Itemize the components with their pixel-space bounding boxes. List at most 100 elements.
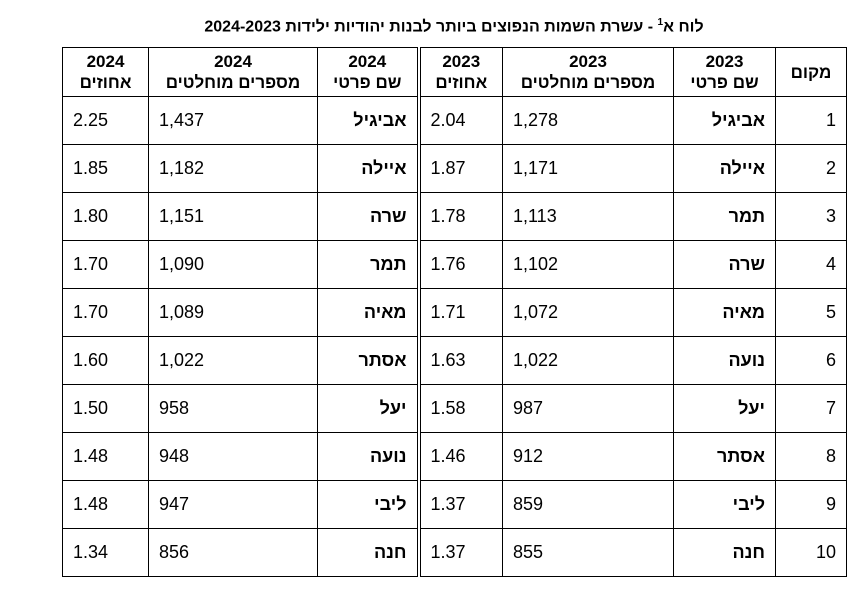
table-cell: אסתר — [673, 432, 776, 481]
table-cell: 1.80 — [62, 192, 149, 241]
table-row: 8 אסתר 912 1.46 נועה 948 1.48 — [62, 432, 847, 481]
header-year: 2024 — [214, 52, 252, 71]
header-year: 2023 — [442, 52, 481, 71]
table-cell: 1.60 — [62, 336, 149, 385]
table-row: 3 תמר 1,113 1.78 שרה 1,151 1.80 — [62, 192, 847, 241]
table-cell: 2 — [775, 144, 847, 193]
table-cell: 1,022 — [148, 336, 318, 385]
table-cell: 1.46 — [416, 432, 503, 481]
table-cell: 6 — [775, 336, 847, 385]
table-cell: 3 — [775, 192, 847, 241]
table-row: 10 חנה 855 1.37 חנה 856 1.34 — [62, 528, 847, 577]
table-cell: איילה — [673, 144, 776, 193]
header-cell: 2023 שם פרטי — [673, 47, 776, 97]
header-label: שם פרטי — [690, 73, 759, 92]
table-cell: 1.50 — [62, 384, 149, 433]
table-cell: 2.25 — [62, 96, 149, 145]
table-cell: 1,151 — [148, 192, 318, 241]
table-cell: 8 — [775, 432, 847, 481]
header-cell: 2024 מספרים מוחלטים — [148, 47, 318, 97]
table-cell: נועה — [673, 336, 776, 385]
header-cell: 2024 אחוזים — [62, 47, 149, 97]
table-cell: 9 — [775, 480, 847, 529]
footnote-mark: 1 — [657, 17, 664, 28]
header-label: מקום — [790, 62, 832, 82]
table-cell: 947 — [148, 480, 318, 529]
table-cell: יעל — [673, 384, 776, 433]
table-cell: 1.58 — [416, 384, 503, 433]
table-row: 9 ליבי 859 1.37 ליבי 947 1.48 — [62, 480, 847, 529]
table-cell: 1,102 — [502, 240, 674, 289]
table-cell: 1.70 — [62, 288, 149, 337]
table-cell: אסתר — [317, 336, 419, 385]
table-row: 5 מאיה 1,072 1.71 מאיה 1,089 1.70 — [62, 288, 847, 337]
table-row: 6 נועה 1,022 1.63 אסתר 1,022 1.60 — [62, 336, 847, 385]
table-cell: 1.87 — [416, 144, 503, 193]
names-table: מקום 2023 שם פרטי 2023 מספרים מוחלטים 2023 אחו… — [62, 47, 847, 577]
table-cell: 1.78 — [416, 192, 503, 241]
table-cell: שרה — [673, 240, 776, 289]
table-cell: שרה — [317, 192, 419, 241]
table-cell: 7 — [775, 384, 847, 433]
table-cell: 5 — [775, 288, 847, 337]
header-year: 2023 — [705, 52, 744, 71]
table-cell: 1.76 — [416, 240, 503, 289]
table-cell: ליבי — [317, 480, 419, 529]
table-cell: 1.48 — [62, 432, 149, 481]
table-cell: 1,113 — [502, 192, 674, 241]
table-cell: 1,437 — [148, 96, 318, 145]
header-cell: 2023 אחוזים — [416, 47, 503, 97]
table-cell: 1.70 — [62, 240, 149, 289]
table-cell: אביגיל — [317, 96, 419, 145]
table-cell: תמר — [317, 240, 419, 289]
table-cell: 1.85 — [62, 144, 149, 193]
table-cell: 987 — [502, 384, 674, 433]
table-row: 4 שרה 1,102 1.76 תמר 1,090 1.70 — [62, 240, 847, 289]
table-cell: 1.34 — [62, 528, 149, 577]
table-cell: 859 — [502, 480, 674, 529]
table-cell: איילה — [317, 144, 419, 193]
table-cell: ליבי — [673, 480, 776, 529]
header-cell: מקום — [775, 47, 847, 97]
table-cell: 4 — [775, 240, 847, 289]
table-row: 7 יעל 987 1.58 יעל 958 1.50 — [62, 384, 847, 433]
table-cell: 1 — [775, 96, 847, 145]
table-row: 1 אביגיל 1,278 2.04 אביגיל 1,437 2.25 — [62, 96, 847, 145]
table-cell: 1,182 — [148, 144, 318, 193]
table-cell: 1.63 — [416, 336, 503, 385]
table-cell: 1.37 — [416, 528, 503, 577]
table-cell: 958 — [148, 384, 318, 433]
header-year: 2024 — [86, 52, 125, 71]
header-label: מספרים מוחלטים — [520, 73, 656, 92]
table-cell: 1.48 — [62, 480, 149, 529]
header-label: אחוזים — [79, 73, 132, 92]
header-cell: 2024 שם פרטי — [317, 47, 419, 97]
table-cell: 855 — [502, 528, 674, 577]
table-cell: 948 — [148, 432, 318, 481]
header-row: מקום 2023 שם פרטי 2023 מספרים מוחלטים 2023 אחו… — [62, 47, 847, 97]
title-prefix: לוח א — [663, 18, 704, 36]
table-body: 1 אביגיל 1,278 2.04 אביגיל 1,437 2.25 2 איילה 1,1… — [62, 96, 847, 577]
table-cell: 1.71 — [416, 288, 503, 337]
table-cell: חנה — [317, 528, 419, 577]
table-cell: יעל — [317, 384, 419, 433]
table-cell: 1,072 — [502, 288, 674, 337]
table-cell: 856 — [148, 528, 318, 577]
table-cell: מאיה — [673, 288, 776, 337]
table-cell: מאיה — [317, 288, 419, 337]
table-cell: 912 — [502, 432, 674, 481]
title: לוח א1 - עשרת השמות הנפוצים ביותר לבנות … — [62, 12, 846, 38]
table-cell: 10 — [775, 528, 847, 577]
header-year: 2024 — [348, 52, 387, 71]
table-cell: 1,278 — [502, 96, 674, 145]
table-cell: 1,171 — [502, 144, 674, 193]
table-cell: 1,090 — [148, 240, 318, 289]
table-row: 2 איילה 1,171 1.87 איילה 1,182 1.85 — [62, 144, 847, 193]
table-cell: אביגיל — [673, 96, 776, 145]
table-cell: נועה — [317, 432, 419, 481]
table-cell: 1.37 — [416, 480, 503, 529]
table-cell: חנה — [673, 528, 776, 577]
header-label: שם פרטי — [333, 73, 402, 92]
